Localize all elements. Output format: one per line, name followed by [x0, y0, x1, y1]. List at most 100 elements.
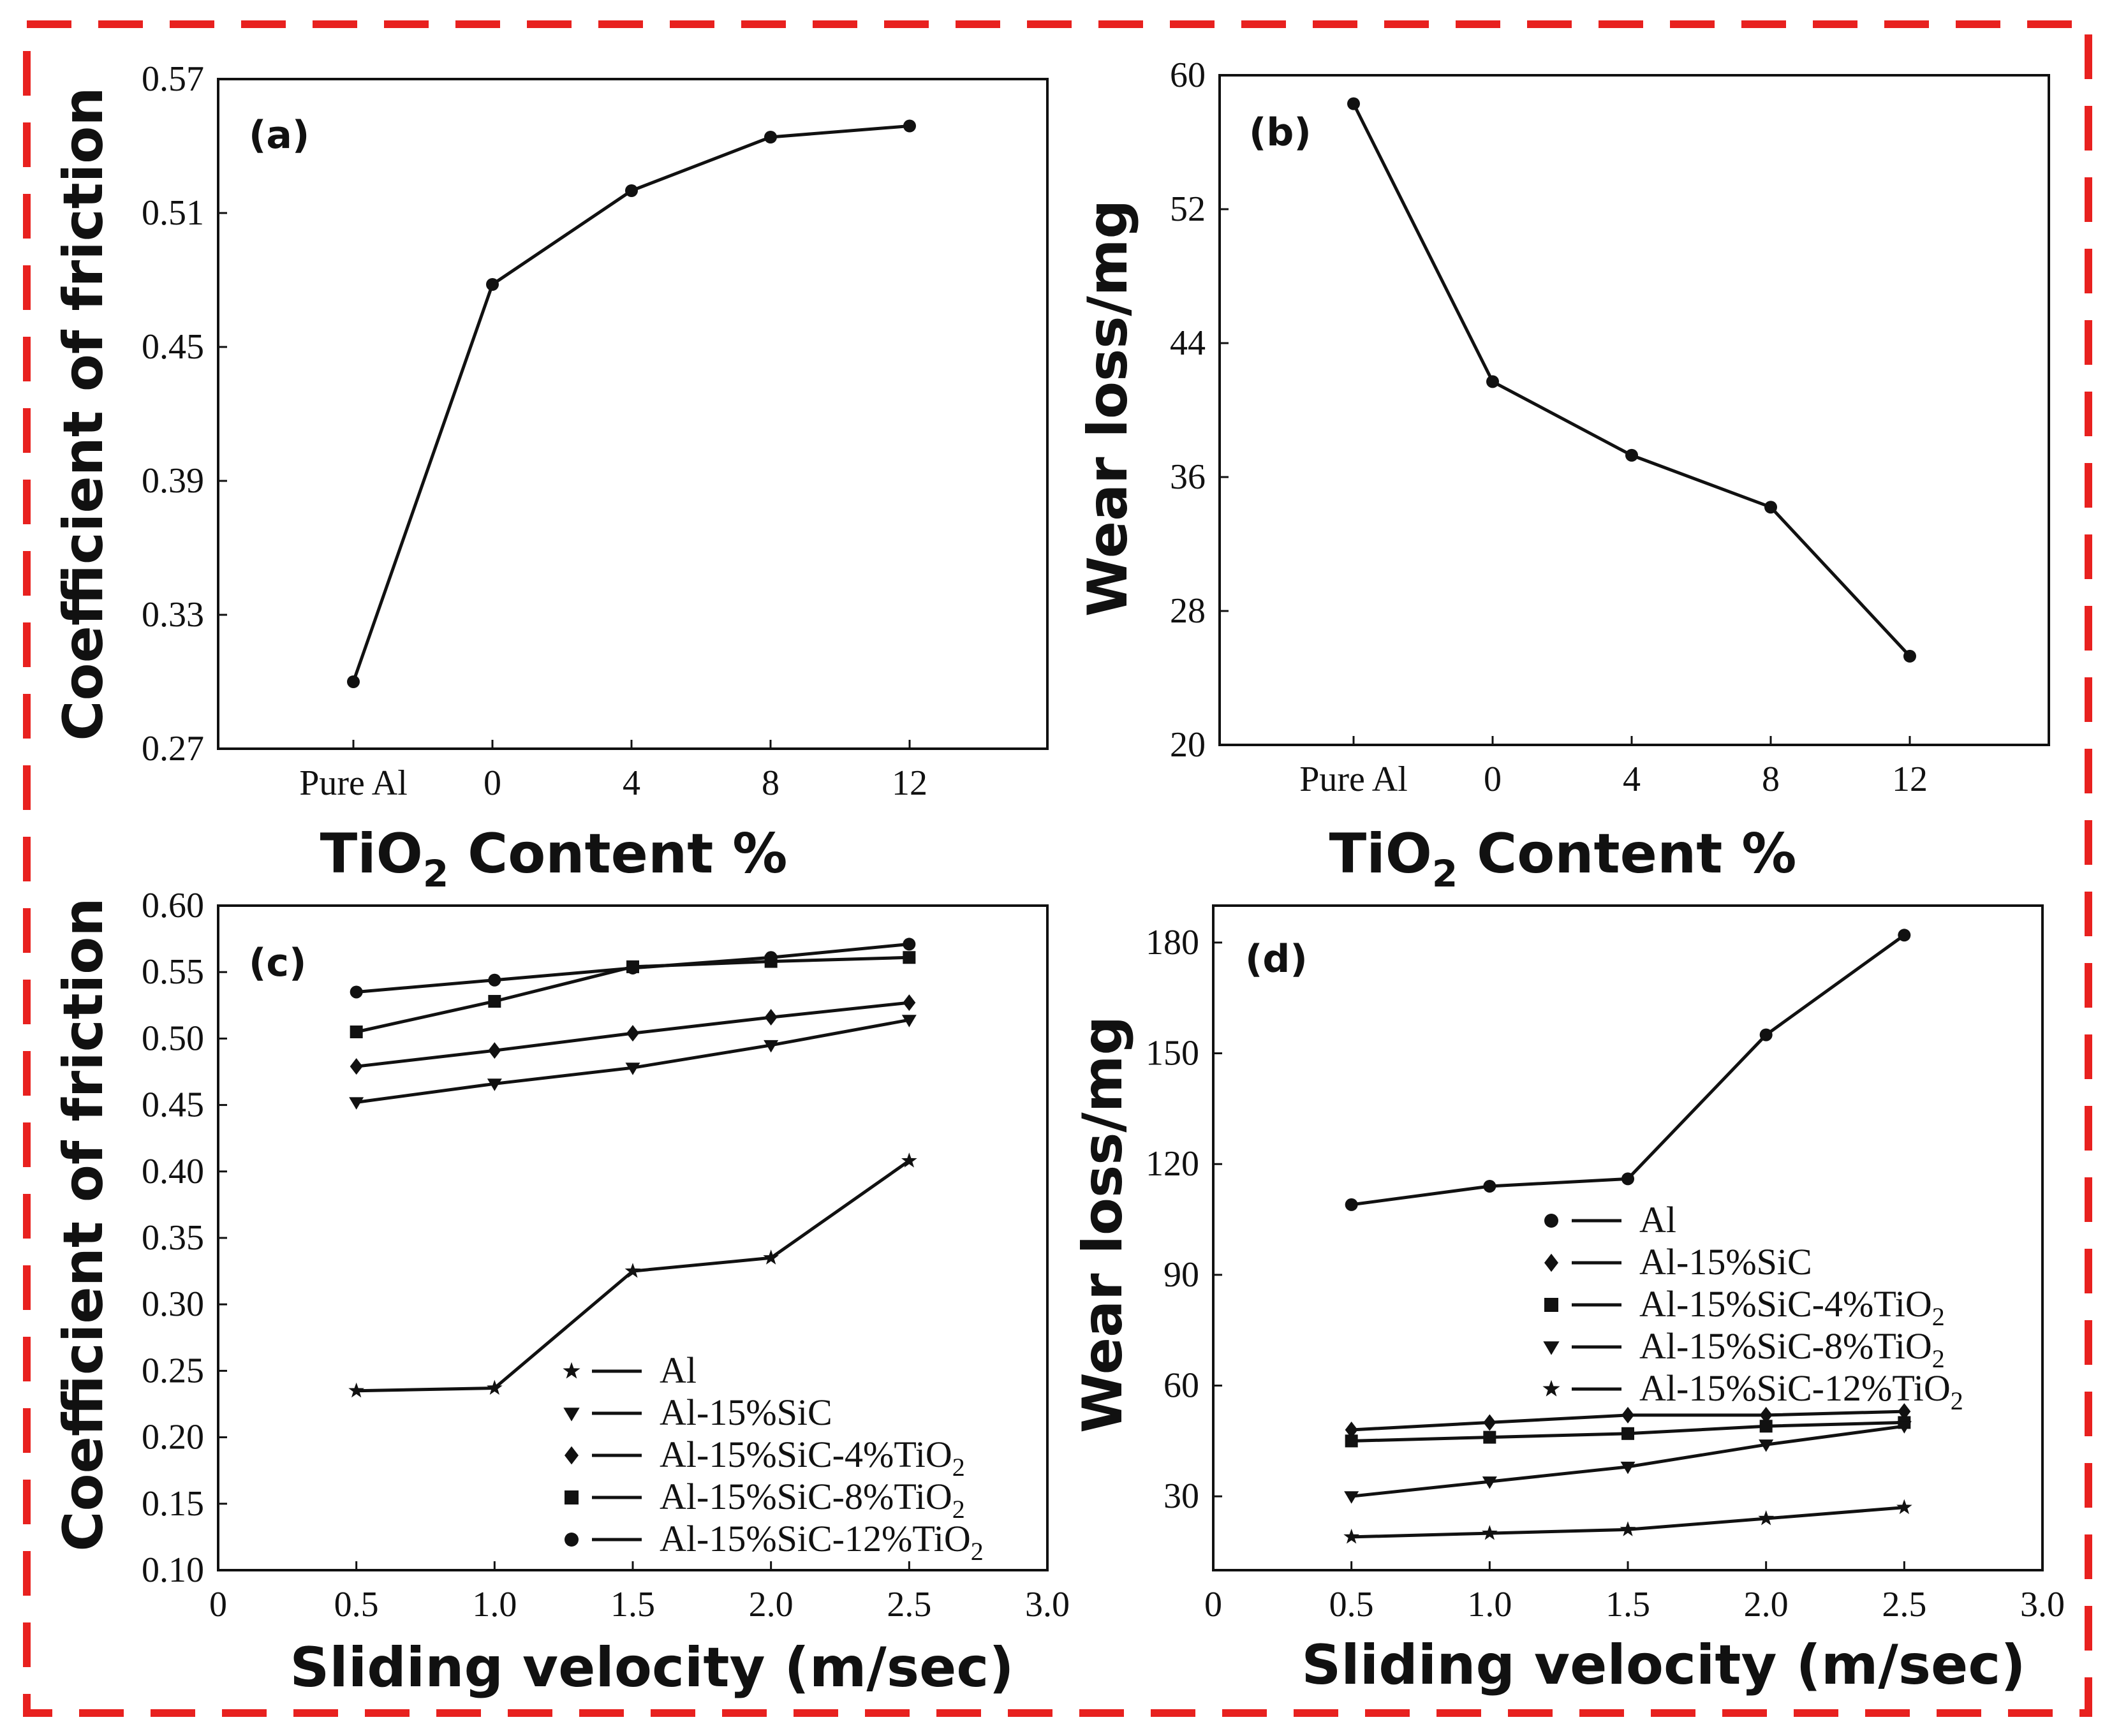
- x-tick-label: 0: [209, 1585, 227, 1624]
- data-point-s2-3: [1621, 1406, 1634, 1423]
- y-tick-label: 20: [1170, 725, 1206, 765]
- y-tick-label: 28: [1170, 591, 1206, 631]
- x-tick-label: 0.5: [334, 1585, 379, 1624]
- legend-marker: [1542, 1379, 1560, 1397]
- legend-item-2: Al-15%SiC: [1544, 1241, 1812, 1283]
- y-tick-label: 0.33: [142, 595, 204, 635]
- legend-label-subscript: 2: [971, 1537, 984, 1566]
- data-point-s1-4: [1764, 501, 1777, 514]
- legend-marker: [1544, 1253, 1558, 1272]
- legend-label-text: Al-15%SiC-12%TiO: [660, 1518, 971, 1559]
- data-point-s2-4: [764, 1040, 779, 1053]
- data-point-s2-1: [1345, 1422, 1358, 1439]
- data-point-s3-3: [626, 1025, 639, 1042]
- data-point-s4-1: [350, 1025, 363, 1038]
- data-point-s3-1: [1345, 1434, 1358, 1448]
- data-point-s5-5: [1896, 1499, 1912, 1515]
- data-point-s4-2: [1482, 1476, 1497, 1489]
- y-axis-label: Wear loss/mg: [1076, 200, 1140, 617]
- legend-item-5: Al-15%SiC-12%TiO2: [565, 1518, 984, 1566]
- data-point-s1-2: [486, 278, 499, 291]
- data-point-s5-3: [626, 961, 639, 975]
- y-ticks: 30 60 90 120 150 180: [1146, 923, 1222, 1516]
- legend-item-1: Al: [1544, 1199, 1676, 1240]
- legend-label-text: Al-15%SiC: [660, 1392, 832, 1433]
- data-point-s1-4: [764, 131, 777, 143]
- data-point-s3-2: [1483, 1431, 1496, 1444]
- legend-label-text: Al-15%SiC-4%TiO: [660, 1434, 952, 1475]
- legend-label-text: Al-15%SiC: [1639, 1241, 1812, 1283]
- data-point-s1-1: [1347, 97, 1360, 110]
- data-point-s5-1: [1343, 1528, 1359, 1544]
- legend-label: Al-15%SiC-4%TiO2: [1639, 1283, 1945, 1331]
- data-point-s1-3: [624, 1263, 641, 1278]
- y-tick-label: 0.55: [142, 952, 204, 992]
- x-tick-label: Pure Al: [1299, 760, 1408, 799]
- x-axis-label-subscript: 2: [1432, 852, 1458, 895]
- legend-marker: [565, 1533, 579, 1547]
- x-tick-label: 12: [1892, 760, 1928, 799]
- data-point-s5-3: [1620, 1521, 1636, 1536]
- legend-label: Al: [660, 1350, 697, 1391]
- legend-marker: [1544, 1298, 1558, 1312]
- series-layer: [1343, 929, 1912, 1544]
- y-tick-label: 0.15: [142, 1484, 204, 1524]
- legend-label: Al-15%SiC-4%TiO2: [660, 1434, 965, 1482]
- data-point-s1-1: [347, 675, 360, 688]
- x-ticks: 0 0.5 1.0 1.5 2.0 2.5 3.0: [1204, 1561, 2065, 1624]
- legend-label-subscript: 2: [1951, 1387, 1963, 1415]
- y-ticks: 0.10 0.15 0.20 0.25 0.30 0.35 0.40 0.45 0.50 0.55…: [142, 886, 227, 1590]
- y-tick-label: 0.10: [142, 1550, 204, 1590]
- y-tick-label: 0.39: [142, 461, 204, 501]
- y-tick-label: 0.40: [142, 1152, 204, 1191]
- x-axis-label: Sliding velocity (m/sec): [290, 1636, 1014, 1700]
- x-tick-label: 3.0: [2020, 1585, 2065, 1624]
- data-point-s1-4: [1759, 1028, 1773, 1041]
- data-point-s3-4: [764, 1009, 778, 1026]
- data-point-s5-5: [903, 938, 916, 951]
- dashed-border: [23, 20, 2092, 1717]
- legend-label-text: Al-15%SiC-12%TiO: [1639, 1367, 1951, 1409]
- legend-item-2: Al-15%SiC: [563, 1392, 832, 1433]
- x-axis-label-subscript: 2: [423, 852, 448, 895]
- legend-label: Al-15%SiC-8%TiO2: [1639, 1325, 1945, 1373]
- x-axis-label-rest: Content %: [1458, 822, 1796, 886]
- plot-frame: [217, 78, 1049, 750]
- legend-label: Al: [1639, 1199, 1676, 1240]
- y-tick-label: 0.57: [142, 59, 204, 99]
- y-tick-label: 180: [1146, 923, 1199, 962]
- data-point-s4-1: [1344, 1491, 1359, 1504]
- legend-label-subscript: 2: [1932, 1302, 1945, 1331]
- y-tick-label: 0.30: [142, 1284, 204, 1324]
- data-point-s4-2: [488, 995, 501, 1008]
- legend-marker: [563, 1408, 580, 1422]
- data-point-s1-3: [1621, 1172, 1634, 1186]
- legend-item-3: Al-15%SiC-4%TiO2: [1544, 1283, 1945, 1331]
- x-tick-label: 2.5: [1882, 1585, 1926, 1624]
- legend-label: Al-15%SiC: [660, 1392, 832, 1433]
- x-tick-label: 8: [762, 763, 779, 803]
- y-axis-label: Coefficient of friction: [52, 897, 115, 1551]
- series-layer: [1347, 97, 1916, 663]
- y-ticks: 20 28 36 44 52 60: [1170, 55, 1229, 765]
- legend: AlAl-15%SiCAl-15%SiC-4%TiO2Al-15%SiC-8%T…: [563, 1350, 984, 1566]
- y-tick-label: 60: [1163, 1366, 1199, 1406]
- x-ticks: Pure Al 0 4 8 12: [1299, 736, 1928, 799]
- legend-label-subscript: 2: [1932, 1344, 1945, 1373]
- data-point-s1-5: [901, 1152, 917, 1168]
- data-point-s2-1: [349, 1097, 364, 1110]
- panel-b-wearloss-vs-tio2: (b) Wear loss/mg TiO2 Content % 20283644…: [1076, 55, 2050, 895]
- panel-d-wearloss-vs-velocity: (d) Wear loss/mg Sliding velocity (m/sec…: [1071, 904, 2065, 1697]
- x-tick-label: 4: [1623, 760, 1641, 799]
- data-point-s5-4: [1758, 1510, 1774, 1526]
- legend-marker: [565, 1490, 579, 1504]
- panel-c-coefficient-vs-velocity: (c) Coefficient of friction Sliding velo…: [52, 886, 1070, 1700]
- data-point-s4-4: [1759, 1439, 1774, 1452]
- x-ticks: Pure Al 0 4 8 12: [299, 740, 927, 803]
- x-tick-label: 3.0: [1025, 1585, 1070, 1624]
- legend-label-text: Al-15%SiC-4%TiO: [1639, 1283, 1932, 1325]
- x-axis-label-base: TiO: [1329, 822, 1432, 886]
- x-tick-label: 1.5: [610, 1585, 655, 1624]
- panel-label: (b): [1249, 110, 1311, 155]
